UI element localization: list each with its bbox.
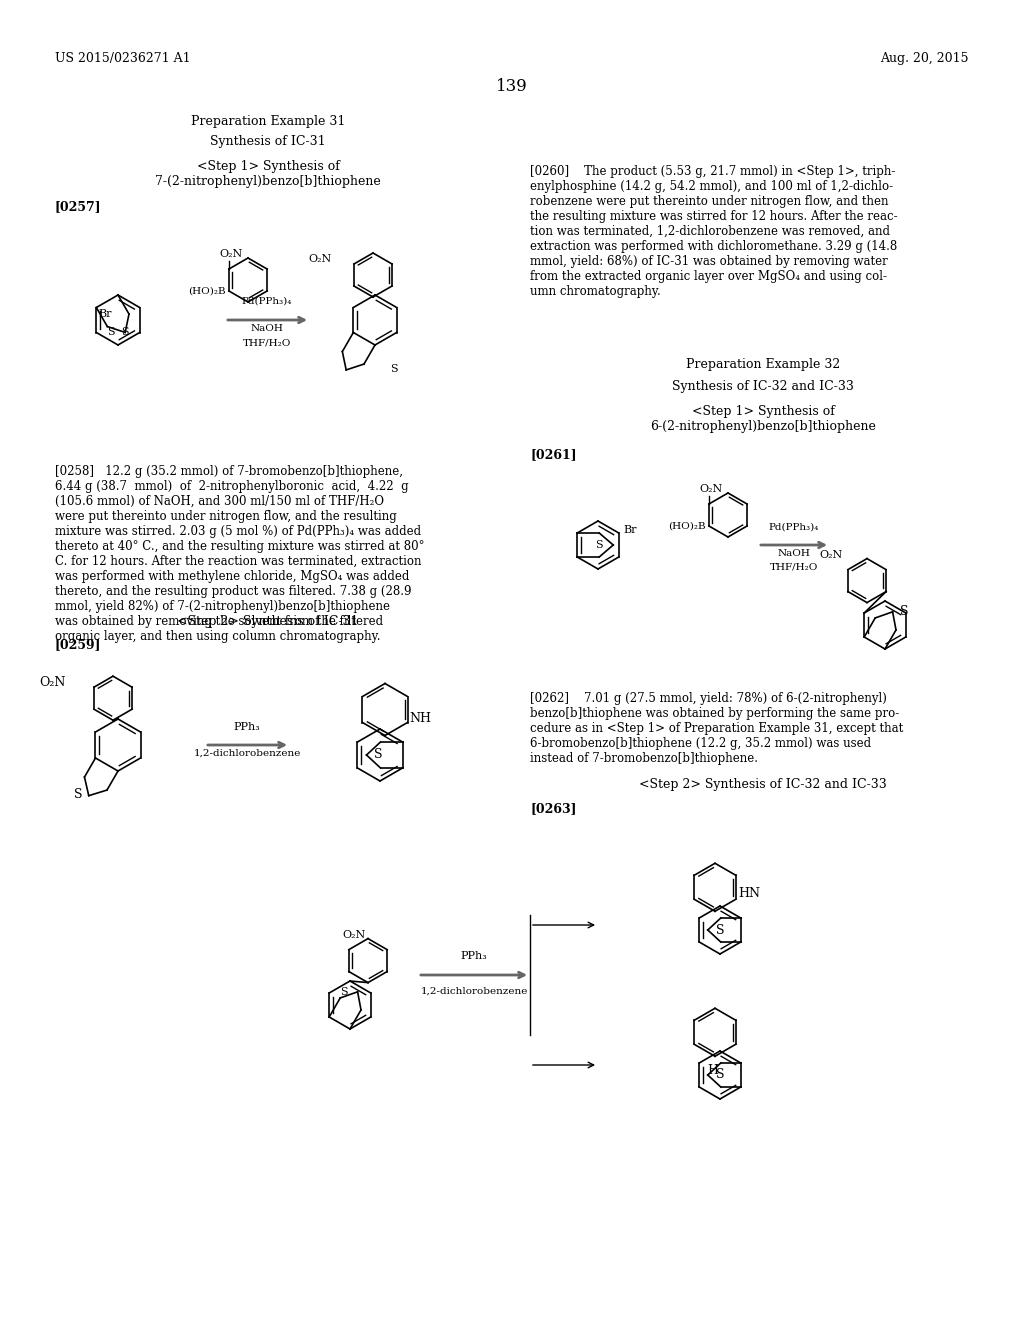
- Text: [0263]: [0263]: [530, 803, 577, 814]
- Text: <Step 1> Synthesis of: <Step 1> Synthesis of: [197, 160, 339, 173]
- Text: <Step 2> Synthesis of IC-32 and IC-33: <Step 2> Synthesis of IC-32 and IC-33: [639, 777, 887, 791]
- Text: Preparation Example 32: Preparation Example 32: [686, 358, 840, 371]
- Text: Synthesis of IC-31: Synthesis of IC-31: [210, 135, 326, 148]
- Text: Synthesis of IC-32 and IC-33: Synthesis of IC-32 and IC-33: [672, 380, 854, 393]
- Text: [0257]: [0257]: [55, 201, 101, 213]
- Text: <Step 1> Synthesis of: <Step 1> Synthesis of: [691, 405, 835, 418]
- Text: Pd(PPh₃)₄: Pd(PPh₃)₄: [769, 523, 819, 532]
- Text: S: S: [390, 364, 398, 374]
- Text: O₂N: O₂N: [40, 676, 66, 689]
- Text: O₂N: O₂N: [699, 484, 723, 494]
- Text: Br: Br: [624, 525, 637, 535]
- Text: NaOH: NaOH: [777, 549, 810, 558]
- Text: O₂N: O₂N: [219, 249, 243, 259]
- Text: S: S: [374, 748, 383, 762]
- Text: O₂N: O₂N: [819, 549, 843, 560]
- Text: S: S: [75, 788, 83, 801]
- Text: S: S: [108, 327, 115, 338]
- Text: S: S: [716, 924, 724, 936]
- Text: PPh₃: PPh₃: [461, 950, 487, 961]
- Text: THF/H₂O: THF/H₂O: [770, 564, 818, 572]
- Text: THF/H₂O: THF/H₂O: [243, 338, 291, 347]
- Text: 1,2-dichlorobenzene: 1,2-dichlorobenzene: [420, 987, 527, 997]
- Text: Pd(PPh₃)₄: Pd(PPh₃)₄: [242, 297, 292, 306]
- Text: 139: 139: [496, 78, 528, 95]
- Text: O₂N: O₂N: [308, 253, 332, 264]
- Text: [0258]   12.2 g (35.2 mmol) of 7-bromobenzo[b]thiophene,
6.44 g (38.7  mmol)  of: [0258] 12.2 g (35.2 mmol) of 7-bromobenz…: [55, 465, 425, 643]
- Text: 7-(2-nitrophenyl)benzo[b]thiophene: 7-(2-nitrophenyl)benzo[b]thiophene: [155, 176, 381, 187]
- Text: NH: NH: [410, 711, 431, 725]
- Text: US 2015/0236271 A1: US 2015/0236271 A1: [55, 51, 190, 65]
- Text: Aug. 20, 2015: Aug. 20, 2015: [881, 51, 969, 65]
- Text: [0259]: [0259]: [55, 638, 101, 651]
- Text: S: S: [595, 540, 603, 550]
- Text: S: S: [340, 987, 347, 997]
- Text: HN: HN: [737, 887, 760, 900]
- Text: (HO)₂B: (HO)₂B: [669, 521, 706, 531]
- Text: [0261]: [0261]: [530, 447, 577, 461]
- Text: H: H: [708, 1064, 719, 1077]
- Text: S: S: [122, 327, 129, 338]
- Text: [0260]    The product (5.53 g, 21.7 mmol) in <Step 1>, triph-
enylphosphine (14.: [0260] The product (5.53 g, 21.7 mmol) i…: [530, 165, 898, 298]
- Text: <Step 2> Synthesis of IC-31: <Step 2> Synthesis of IC-31: [177, 615, 358, 628]
- Text: Br: Br: [98, 309, 112, 318]
- Text: O₂N: O₂N: [342, 929, 366, 940]
- Text: 1,2-dichlorobenzene: 1,2-dichlorobenzene: [194, 748, 301, 758]
- Text: PPh₃: PPh₃: [233, 722, 260, 733]
- Text: 6-(2-nitrophenyl)benzo[b]thiophene: 6-(2-nitrophenyl)benzo[b]thiophene: [650, 420, 876, 433]
- Text: (HO)₂B: (HO)₂B: [188, 286, 226, 296]
- Text: NaOH: NaOH: [251, 323, 284, 333]
- Text: S: S: [716, 1068, 724, 1081]
- Text: S: S: [900, 606, 909, 618]
- Text: [0262]    7.01 g (27.5 mmol, yield: 78%) of 6-(2-nitrophenyl)
benzo[b]thiophene : [0262] 7.01 g (27.5 mmol, yield: 78%) of…: [530, 692, 903, 766]
- Text: Preparation Example 31: Preparation Example 31: [190, 115, 345, 128]
